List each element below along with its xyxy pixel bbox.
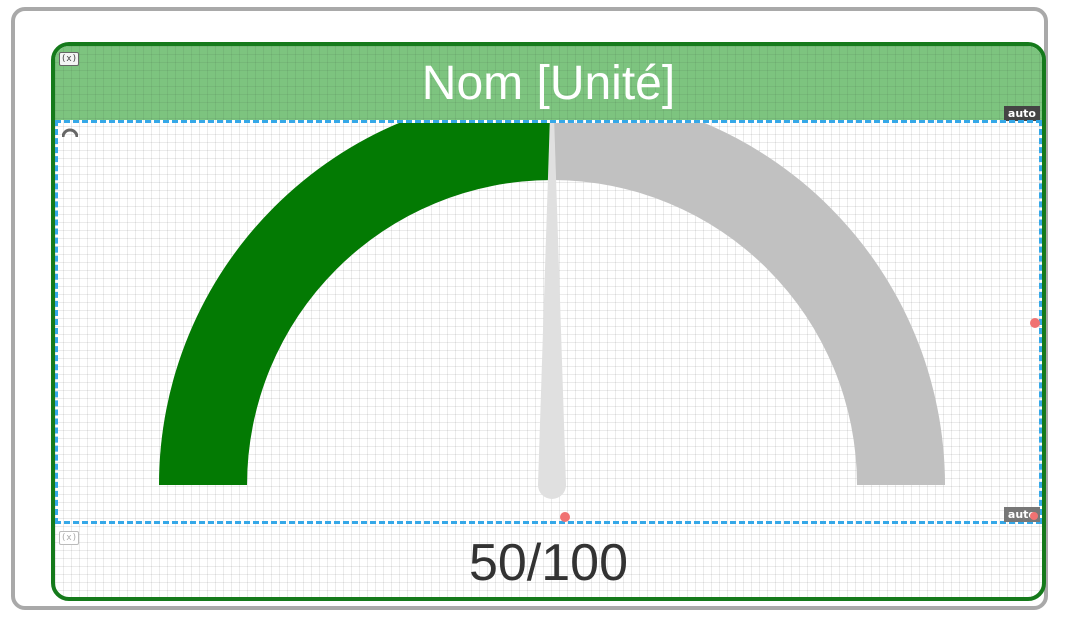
- gauge-icon: [62, 128, 78, 138]
- gauge-widget[interactable]: (x) Nom [Unité] auto auto (x) 50/100: [51, 42, 1046, 601]
- fx-icon-bottom[interactable]: (x): [59, 531, 79, 545]
- widget-header[interactable]: (x) Nom [Unité] auto: [55, 46, 1042, 121]
- gauge-value: 50/100: [468, 534, 629, 592]
- widget-title: Nom [Unité]: [421, 57, 676, 110]
- resize-handle-corner[interactable]: [1030, 512, 1038, 520]
- gauge-fill: [159, 123, 552, 485]
- resize-handle-bottom[interactable]: [560, 512, 570, 522]
- widget-container: (x) Nom [Unité] auto auto (x) 50/100: [11, 7, 1048, 610]
- auto-badge[interactable]: auto: [1003, 106, 1040, 121]
- gauge-needle: [538, 123, 566, 499]
- gauge-panel[interactable]: [55, 120, 1042, 524]
- gauge-chart: [159, 123, 945, 499]
- fx-icon[interactable]: (x): [59, 52, 79, 66]
- resize-handle-right[interactable]: [1030, 318, 1040, 328]
